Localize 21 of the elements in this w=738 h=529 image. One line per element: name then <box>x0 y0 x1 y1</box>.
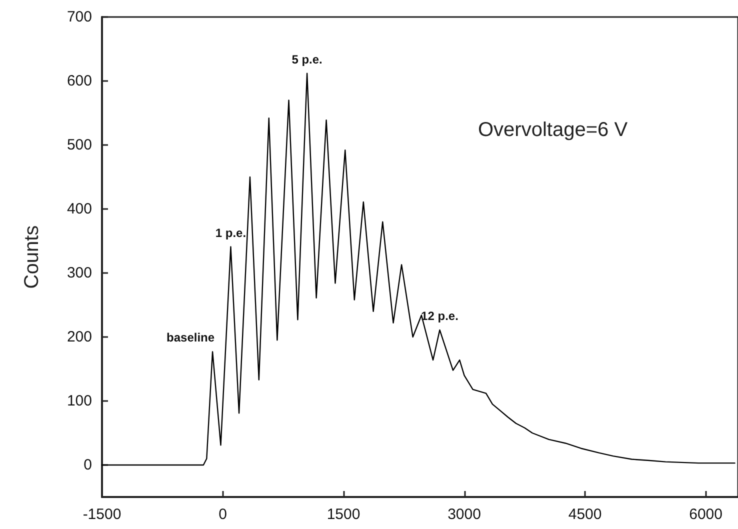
x-tick-label: 0 <box>218 506 227 523</box>
x-tick-label: 3000 <box>448 506 481 523</box>
annotation: baseline <box>166 330 215 345</box>
x-tick-label: 4500 <box>568 506 602 523</box>
y-tick-label: 400 <box>66 200 92 218</box>
annotation: 1 p.e. <box>215 226 246 240</box>
y-tick-label: 0 <box>84 456 92 474</box>
annotation: 5 p.e. <box>292 52 322 66</box>
x-tick-label: 1500 <box>326 506 360 523</box>
annotation: Overvoltage=6 V <box>478 119 628 141</box>
y-tick-label: 500 <box>66 136 92 154</box>
y-tick-label: 600 <box>66 72 92 90</box>
y-tick-label: 200 <box>66 328 92 346</box>
y-tick-label: 300 <box>66 264 92 282</box>
y-tick-label: 100 <box>66 392 92 410</box>
x-tick-label: -1500 <box>82 506 122 523</box>
annotation: 12 p.e. <box>421 308 458 323</box>
line-series <box>101 72 736 466</box>
x-tick-label: 6000 <box>689 506 722 523</box>
y-axis-title: Counts <box>21 225 43 289</box>
y-tick-label: 700 <box>66 8 92 26</box>
